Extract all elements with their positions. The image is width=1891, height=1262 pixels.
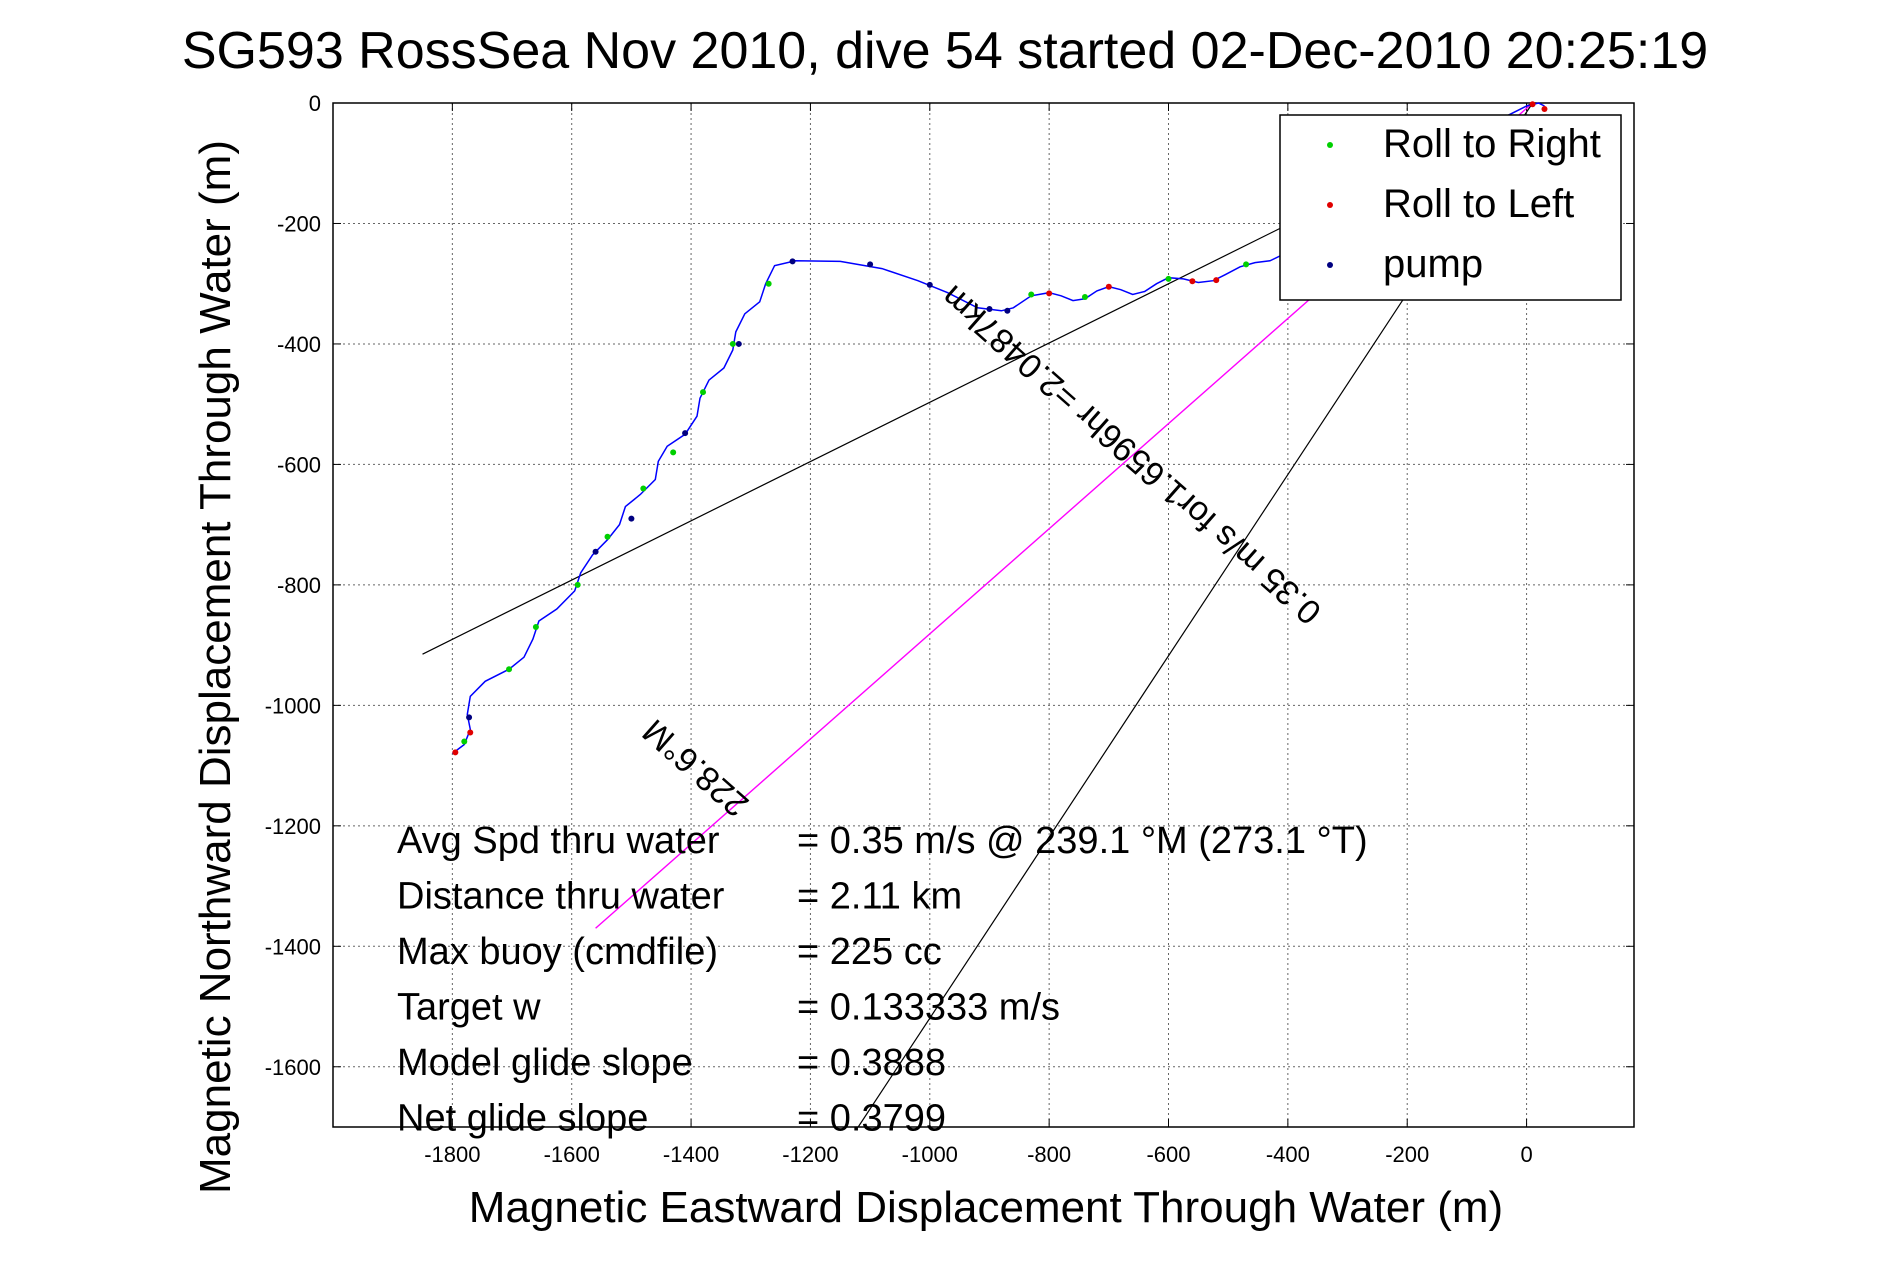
roll-right-point <box>1028 291 1035 298</box>
y-tick-label: -200 <box>277 211 321 236</box>
roll-right-point <box>1081 293 1088 300</box>
roll-right-point <box>670 449 677 456</box>
roll-right-point <box>574 581 581 588</box>
stat-value: = 0.35 m/s @ 239.1 °M (273.1 °T) <box>797 820 1368 862</box>
roll-right-point <box>640 485 647 492</box>
legend: Roll to Right Roll to Left pump <box>1279 114 1622 301</box>
stat-label: Model glide slope <box>397 1042 693 1084</box>
stat-value: = 225 cc <box>797 931 942 973</box>
x-tick-label: -600 <box>1146 1142 1190 1167</box>
stat-label: Max buoy (cmdfile) <box>397 931 718 973</box>
y-tick-label: -600 <box>277 452 321 477</box>
roll-right-point <box>532 624 539 631</box>
roll-left-point <box>1529 101 1536 108</box>
legend-label: pump <box>1383 242 1483 286</box>
x-tick-label: -1800 <box>424 1142 480 1167</box>
pump-point <box>592 548 599 555</box>
stat-value: = 0.133333 m/s <box>797 987 1060 1029</box>
x-tick-label: -400 <box>1266 1142 1310 1167</box>
stat-label: Avg Spd thru water <box>397 820 720 862</box>
legend-marker <box>1327 262 1333 268</box>
x-tick-label: -1600 <box>544 1142 600 1167</box>
roll-right-point <box>700 389 707 396</box>
roll-right-point <box>1243 261 1250 268</box>
x-tick-label: -200 <box>1385 1142 1429 1167</box>
stat-value: = 0.3888 <box>797 1042 946 1084</box>
roll-left-point <box>1541 106 1548 113</box>
roll-right-point <box>506 666 513 673</box>
roll-left-point <box>1189 278 1196 285</box>
y-tick-label: -1000 <box>265 693 321 718</box>
legend-label: Roll to Left <box>1383 182 1574 226</box>
x-tick-label: -800 <box>1027 1142 1071 1167</box>
roll-right-point <box>729 340 736 347</box>
pump-point <box>466 714 473 721</box>
y-tick-label: 0 <box>309 91 321 116</box>
chart-title: SG593 RossSea Nov 2010, dive 54 started … <box>182 22 1708 80</box>
stat-label: Distance thru water <box>397 876 725 918</box>
plot-frame <box>332 102 1635 1128</box>
legend-box <box>1279 114 1622 301</box>
roll-right-point <box>765 280 772 287</box>
roll-left-point <box>452 749 459 756</box>
legend-marker <box>1327 142 1333 148</box>
pump-point <box>1004 307 1011 314</box>
pump-point <box>986 306 993 313</box>
legend-marker <box>1327 202 1333 208</box>
stat-label: Target w <box>397 987 541 1029</box>
stat-value: = 0.3799 <box>797 1098 946 1140</box>
y-axis-label: Magnetic Northward Displacement Through … <box>191 140 240 1194</box>
stat-label: Net glide slope <box>397 1098 648 1140</box>
tick-labels: -1800 -1600 -1400 -1200 -1000 -800 -600 -400 -20… <box>265 91 1533 1167</box>
y-tick-label: -1600 <box>265 1055 321 1080</box>
stats-block: Avg Spd thru water = 0.35 m/s @ 239.1 °M … <box>397 820 1368 1140</box>
x-axis-label: Magnetic Eastward Displacement Through W… <box>469 1183 1503 1232</box>
legend-label: Roll to Right <box>1383 122 1601 166</box>
y-tick-label: -800 <box>277 573 321 598</box>
roll-left-point <box>1105 283 1112 290</box>
y-tick-label: -1400 <box>265 934 321 959</box>
pump-point <box>867 261 874 268</box>
roll-left-point <box>467 729 474 736</box>
stat-value: = 2.11 km <box>797 876 962 918</box>
pump-point <box>628 515 635 522</box>
pump-point <box>682 430 689 437</box>
roll-right-point <box>461 738 468 745</box>
axes <box>332 102 1635 1128</box>
roll-left-point <box>1046 290 1053 297</box>
x-tick-label: -1400 <box>663 1142 719 1167</box>
x-tick-label: -1200 <box>782 1142 838 1167</box>
pump-point <box>735 340 742 347</box>
roll-left-point <box>1213 277 1220 284</box>
x-tick-label: 0 <box>1520 1142 1532 1167</box>
roll-right-point <box>604 533 611 540</box>
roll-right-point <box>1165 275 1172 282</box>
x-tick-label: -1000 <box>902 1142 958 1167</box>
pump-point <box>789 258 796 265</box>
pump-point <box>926 281 933 288</box>
y-tick-label: -1200 <box>265 814 321 839</box>
y-tick-label: -400 <box>277 332 321 357</box>
